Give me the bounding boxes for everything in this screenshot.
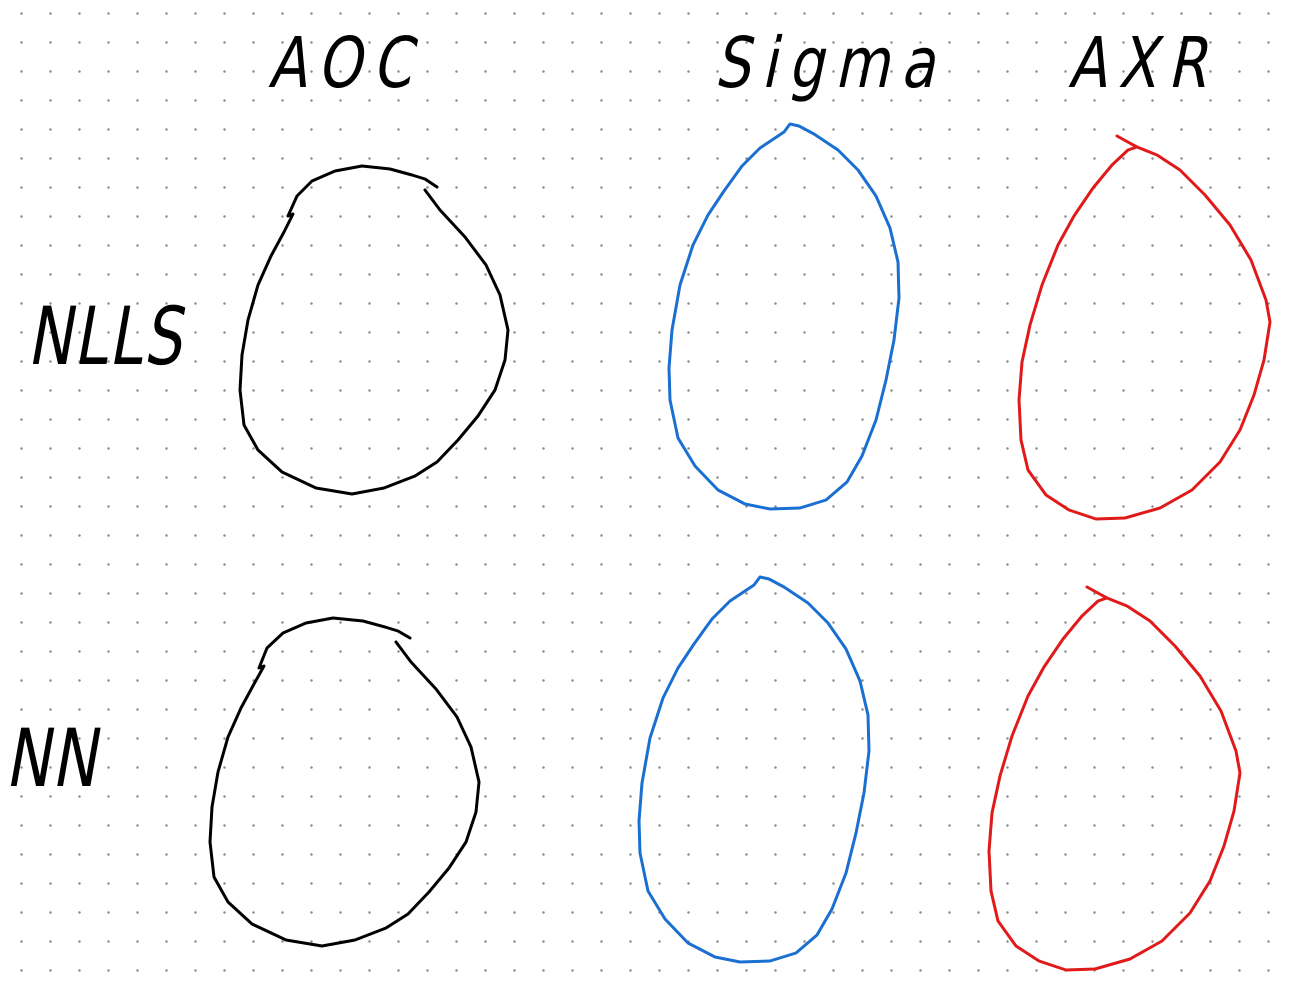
shape-nn-aoc [208, 616, 481, 948]
shape-nlls-axr [1017, 134, 1272, 521]
shape-nlls-sigma [667, 122, 901, 511]
shape-nn-sigma [637, 575, 871, 964]
shape-nlls-aoc [238, 164, 510, 496]
shape-nn-axr [987, 585, 1242, 972]
